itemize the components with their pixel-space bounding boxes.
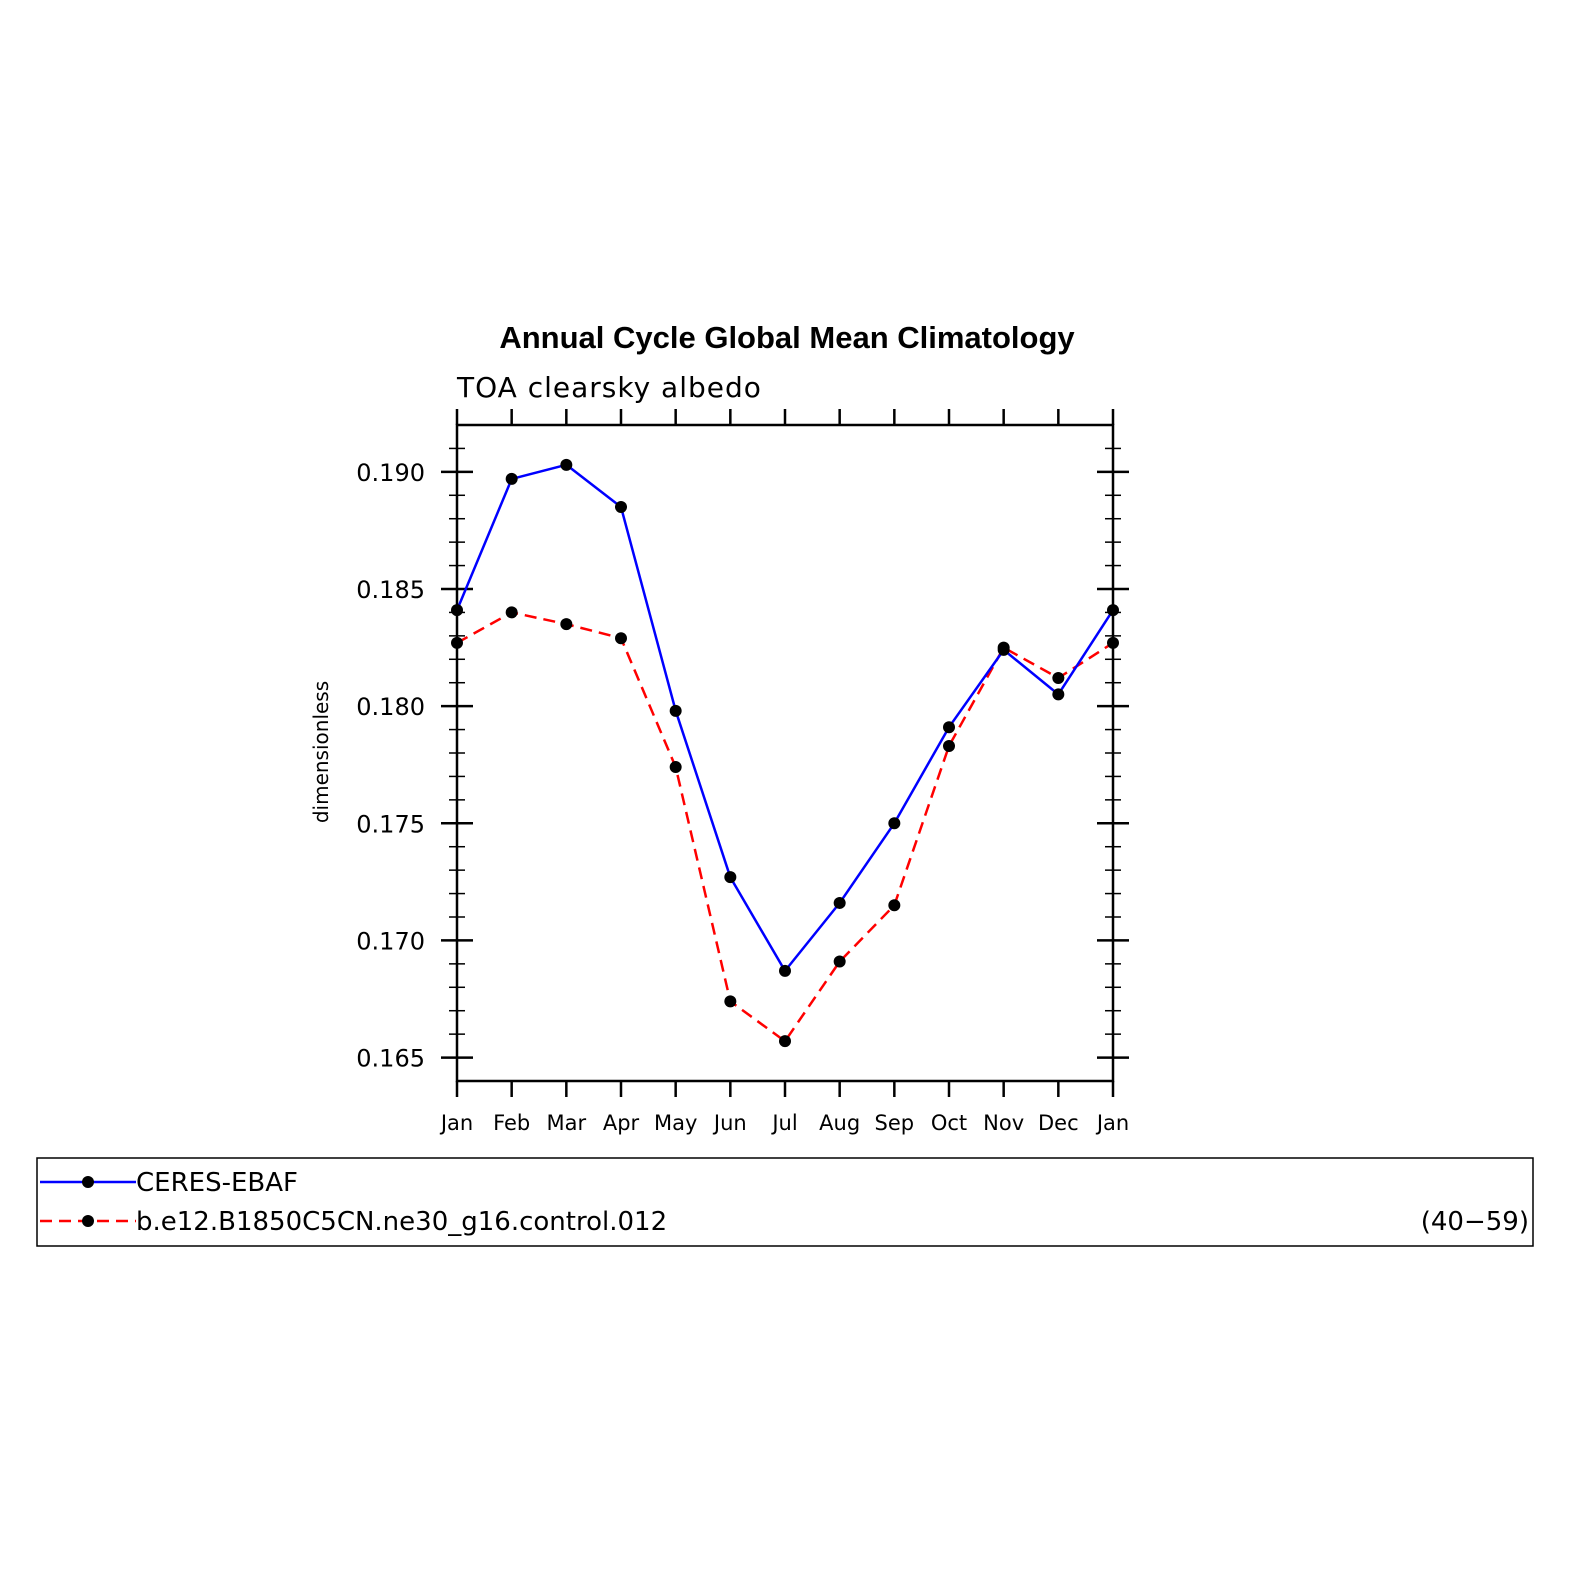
data-point-model [724,995,737,1008]
data-point-model [669,761,682,774]
legend: CERES-EBAF b.e12.B1850C5CN.ne30_g16.cont… [36,1157,1534,1247]
y-tick-label: 0.190 [356,459,425,487]
chart-subtitle: TOA clearsky albedo [456,371,762,404]
x-tick-label: Aug [819,1111,860,1135]
data-point-model [833,955,846,968]
x-tick-label: Jun [712,1111,747,1135]
x-tick-label: Mar [547,1111,587,1135]
plot-frame [455,423,1115,1083]
x-tick-label: Jul [770,1111,797,1135]
data-point-ceres [1052,688,1065,701]
data-point-model [888,899,901,912]
data-point-model [615,632,627,645]
data-point-ceres [724,871,737,884]
y-tick-label: 0.170 [356,927,425,955]
data-point-model [779,1035,791,1048]
data-point-model [560,618,573,631]
legend-box [36,1157,1534,1247]
data-point-ceres [997,643,1010,656]
y-tick-label: 0.165 [356,1045,425,1073]
y-axis-label: dimensionless [309,681,333,823]
data-point-ceres [669,704,682,717]
x-tick-label: Nov [983,1111,1024,1135]
data-point-ceres [888,817,901,830]
axes: Jan Feb Mar Apr May Jun Jul Aug Sep Oct Nov Dec Jan 0… [356,409,1129,1135]
legend-label-model: b.e12.B1850C5CN.ne30_g16.control.012 [136,1207,667,1237]
y-tick-label: 0.180 [356,693,425,721]
data-point-ceres [833,896,846,909]
x-tick-label: Oct [931,1111,967,1135]
x-tick-label: Sep [875,1111,915,1135]
chart-title: Annual Cycle Global Mean Climatology [499,320,1075,355]
data-point-model [1052,672,1065,685]
x-tick-label: Dec [1038,1111,1079,1135]
y-tick-label: 0.185 [356,576,425,604]
legend-years-model: (40−59) [1421,1207,1529,1237]
data-point-ceres [560,458,573,471]
data-point-model [505,606,518,619]
data-point-model [943,739,955,752]
series-layer [451,458,1119,1048]
x-tick-label: Jan [1095,1111,1129,1135]
y-tick-label: 0.175 [356,810,425,838]
legend-marker-model [82,1215,94,1227]
data-point-ceres [615,501,627,513]
legend-marker-ceres [82,1176,94,1188]
series-line-ceres [455,463,1115,973]
legend-label-ceres: CERES-EBAF [136,1168,298,1198]
data-point-ceres [505,472,518,485]
x-tick-label: Jan [439,1111,473,1135]
x-tick-label: May [654,1111,697,1135]
data-point-ceres [779,964,791,977]
x-tick-label: Feb [493,1111,530,1135]
x-tick-label: Apr [603,1111,640,1135]
data-point-ceres [943,721,955,734]
